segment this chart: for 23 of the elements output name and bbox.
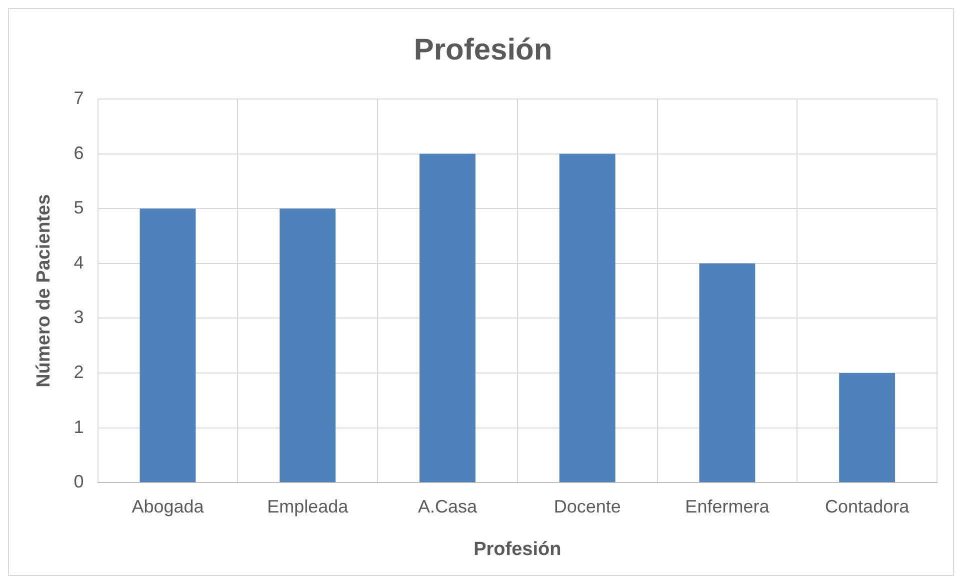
x-tick-label: Enfermera	[685, 496, 770, 516]
y-tick-label: 0	[74, 472, 84, 492]
x-tick-label: Contadora	[825, 496, 910, 516]
y-tick-label: 6	[74, 142, 84, 163]
chart-title: Profesión	[414, 33, 552, 66]
y-tick-label: 2	[74, 362, 84, 382]
bar	[699, 263, 756, 482]
bar	[280, 208, 336, 482]
y-tick-label: 4	[74, 252, 84, 272]
bar	[420, 154, 476, 482]
y-axis-title: Número de Pacientes	[34, 194, 55, 388]
bar	[559, 154, 616, 482]
y-tick-label: 7	[74, 88, 84, 108]
x-tick-label: Docente	[554, 496, 621, 516]
x-tick-label: A.Casa	[418, 496, 478, 516]
bar	[839, 373, 896, 482]
bar	[140, 208, 196, 482]
x-axis-title: Profesión	[474, 538, 562, 560]
x-tick-label: Abogada	[132, 496, 205, 516]
y-tick-label: 3	[74, 307, 84, 328]
y-tick-label: 1	[74, 416, 84, 437]
y-tick-label: 5	[74, 198, 84, 218]
x-tick-label: Empleada	[267, 496, 350, 516]
